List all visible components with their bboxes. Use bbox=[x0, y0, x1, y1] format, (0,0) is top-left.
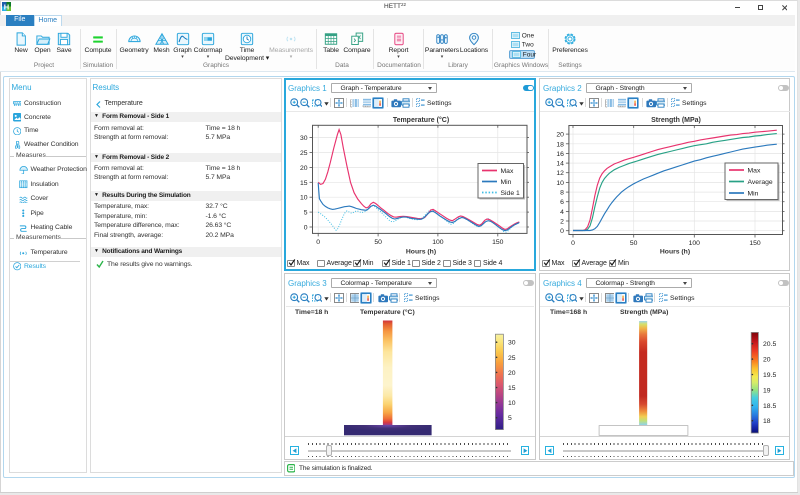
svg-text:150: 150 bbox=[749, 240, 761, 247]
svg-text:100: 100 bbox=[432, 239, 444, 246]
svg-text:10: 10 bbox=[556, 180, 564, 187]
svg-text:2: 2 bbox=[560, 219, 564, 226]
svg-text:0: 0 bbox=[571, 240, 575, 247]
svg-text:16: 16 bbox=[556, 151, 564, 158]
svg-text:19.5: 19.5 bbox=[763, 372, 776, 379]
svg-text:15: 15 bbox=[508, 385, 516, 392]
svg-text:12: 12 bbox=[556, 170, 564, 177]
svg-text:18: 18 bbox=[763, 418, 771, 425]
svg-text:30: 30 bbox=[300, 135, 308, 142]
svg-text:0: 0 bbox=[304, 225, 308, 232]
svg-text:20: 20 bbox=[763, 357, 771, 364]
svg-text:100: 100 bbox=[689, 240, 701, 247]
svg-text:8: 8 bbox=[560, 190, 564, 197]
svg-text:Temperature (°C): Temperature (°C) bbox=[360, 308, 415, 316]
svg-text:Side 1: Side 1 bbox=[501, 190, 520, 197]
svg-text:20: 20 bbox=[300, 165, 308, 172]
svg-text:50: 50 bbox=[374, 239, 382, 246]
svg-text:0: 0 bbox=[560, 228, 564, 235]
svg-text:0: 0 bbox=[316, 239, 320, 246]
svg-text:Max: Max bbox=[748, 168, 761, 175]
svg-text:10: 10 bbox=[508, 400, 516, 407]
svg-text:15: 15 bbox=[300, 180, 308, 187]
svg-text:Temperature (°C): Temperature (°C) bbox=[393, 116, 449, 124]
svg-text:Min: Min bbox=[501, 179, 512, 186]
svg-text:Max: Max bbox=[501, 168, 514, 175]
svg-text:Time=18 h: Time=18 h bbox=[295, 309, 328, 316]
svg-text:4: 4 bbox=[560, 209, 564, 216]
svg-text:Min: Min bbox=[748, 191, 759, 198]
svg-text:Hours (h): Hours (h) bbox=[660, 249, 690, 256]
svg-text:Time=168 h: Time=168 h bbox=[550, 309, 587, 316]
svg-text:14: 14 bbox=[556, 161, 564, 168]
svg-text:150: 150 bbox=[492, 239, 504, 246]
svg-text:Hours (h): Hours (h) bbox=[406, 249, 436, 256]
svg-text:Strength (MPa): Strength (MPa) bbox=[651, 117, 701, 124]
svg-text:5: 5 bbox=[304, 210, 308, 217]
svg-text:Strength (MPa): Strength (MPa) bbox=[620, 309, 668, 316]
svg-text:50: 50 bbox=[630, 240, 638, 247]
svg-text:25: 25 bbox=[508, 355, 516, 362]
svg-text:H: H bbox=[4, 2, 9, 11]
svg-text:Average: Average bbox=[748, 179, 773, 186]
svg-text:18: 18 bbox=[556, 141, 564, 148]
svg-text:10: 10 bbox=[300, 195, 308, 202]
svg-text:18.5: 18.5 bbox=[763, 403, 776, 410]
svg-text:20: 20 bbox=[556, 132, 564, 139]
svg-text:20: 20 bbox=[508, 370, 516, 377]
svg-text:5: 5 bbox=[508, 415, 512, 422]
svg-text:6: 6 bbox=[560, 199, 564, 206]
svg-text:19: 19 bbox=[763, 387, 771, 394]
svg-text:30: 30 bbox=[508, 340, 516, 347]
svg-text:25: 25 bbox=[300, 150, 308, 157]
svg-text:20.5: 20.5 bbox=[763, 341, 776, 348]
